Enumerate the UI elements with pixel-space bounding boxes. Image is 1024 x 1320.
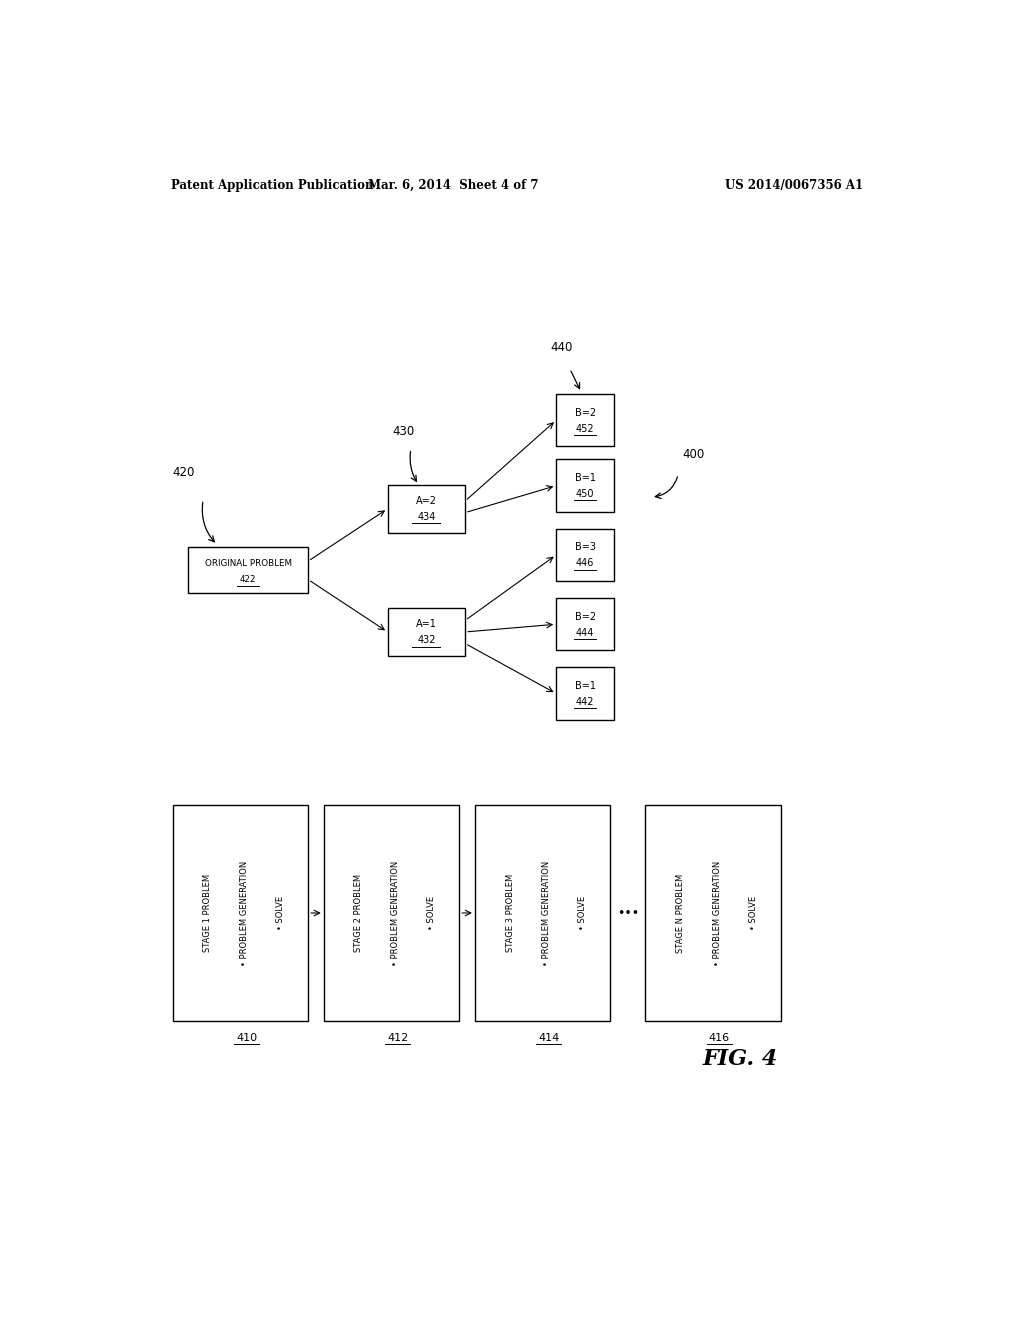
- Text: • SOLVE: • SOLVE: [749, 896, 758, 931]
- Bar: [324, 805, 460, 1020]
- Bar: [475, 805, 610, 1020]
- Bar: [173, 805, 308, 1020]
- Text: STAGE N PROBLEM: STAGE N PROBLEM: [676, 874, 685, 953]
- Text: US 2014/0067356 A1: US 2014/0067356 A1: [725, 178, 863, 191]
- Text: A=2: A=2: [416, 496, 437, 506]
- Bar: [645, 805, 781, 1020]
- Text: 430: 430: [392, 425, 415, 438]
- Text: 420: 420: [173, 466, 195, 479]
- Text: • PROBLEM GENERATION: • PROBLEM GENERATION: [542, 861, 551, 966]
- Text: B=1: B=1: [574, 681, 596, 690]
- Text: FIG. 4: FIG. 4: [702, 1048, 778, 1071]
- Bar: [388, 484, 465, 533]
- Text: 414: 414: [539, 1032, 559, 1043]
- Text: STAGE 2 PROBLEM: STAGE 2 PROBLEM: [354, 874, 364, 952]
- Text: • PROBLEM GENERATION: • PROBLEM GENERATION: [713, 861, 722, 966]
- Text: 444: 444: [577, 628, 595, 638]
- Bar: [556, 459, 614, 512]
- Text: B=1: B=1: [574, 473, 596, 483]
- Bar: [388, 609, 465, 656]
- Text: • PROBLEM GENERATION: • PROBLEM GENERATION: [240, 861, 249, 966]
- Text: 446: 446: [577, 558, 595, 569]
- Text: B=2: B=2: [574, 611, 596, 622]
- Bar: [556, 668, 614, 719]
- Text: ORIGINAL PROBLEM: ORIGINAL PROBLEM: [205, 558, 292, 568]
- Text: 452: 452: [575, 424, 595, 434]
- Text: B=2: B=2: [574, 408, 596, 417]
- Text: Patent Application Publication: Patent Application Publication: [171, 178, 373, 191]
- Text: A=1: A=1: [416, 619, 437, 630]
- Text: STAGE 1 PROBLEM: STAGE 1 PROBLEM: [204, 874, 212, 952]
- Text: •••: •••: [616, 907, 639, 920]
- Text: 434: 434: [417, 512, 435, 523]
- Text: 422: 422: [240, 576, 256, 583]
- Text: 412: 412: [387, 1032, 409, 1043]
- Bar: [556, 529, 614, 581]
- Text: STAGE 3 PROBLEM: STAGE 3 PROBLEM: [506, 874, 515, 952]
- Bar: [556, 598, 614, 651]
- Text: • SOLVE: • SOLVE: [427, 896, 436, 931]
- Text: • SOLVE: • SOLVE: [579, 896, 588, 931]
- Text: 442: 442: [575, 697, 595, 708]
- Text: Mar. 6, 2014  Sheet 4 of 7: Mar. 6, 2014 Sheet 4 of 7: [369, 178, 539, 191]
- Text: 410: 410: [236, 1032, 257, 1043]
- Text: • SOLVE: • SOLVE: [276, 896, 285, 931]
- Text: 432: 432: [417, 635, 435, 645]
- Text: • PROBLEM GENERATION: • PROBLEM GENERATION: [391, 861, 400, 966]
- Bar: [556, 395, 614, 446]
- Text: 450: 450: [575, 490, 595, 499]
- Text: 440: 440: [551, 341, 573, 354]
- Text: 416: 416: [709, 1032, 730, 1043]
- Text: 400: 400: [683, 449, 705, 462]
- Text: B=3: B=3: [574, 543, 596, 552]
- Bar: [188, 548, 308, 594]
